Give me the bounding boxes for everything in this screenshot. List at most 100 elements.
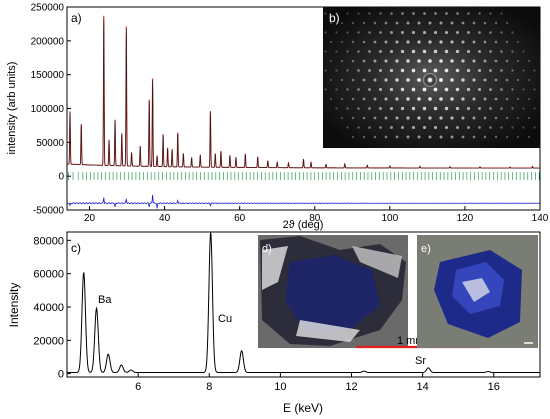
diffraction-spot [340, 97, 344, 101]
diffraction-spot [466, 106, 471, 111]
diffraction-spot [351, 59, 355, 63]
diffraction-spot [406, 135, 410, 139]
diffraction-spot [489, 69, 492, 72]
diffraction-spot [494, 116, 498, 120]
diffraction-spot [527, 97, 531, 101]
diffraction-spot [368, 88, 371, 91]
diffraction-spot [324, 31, 327, 34]
diffraction-spot [362, 40, 366, 44]
y-tick-label: 0 [58, 369, 64, 381]
diffraction-spot [411, 106, 416, 111]
diffraction-spot [444, 87, 449, 92]
diffraction-spot [373, 116, 377, 120]
diffraction-spot [433, 68, 438, 73]
diffraction-spot [494, 21, 498, 25]
diffraction-spot [455, 68, 460, 73]
diffraction-spot [324, 69, 327, 72]
eds-spectrum-line [67, 232, 540, 373]
diffraction-spot [346, 12, 349, 15]
diffraction-spot [500, 12, 503, 15]
diffraction-spot [411, 87, 416, 92]
diffraction-spot [406, 59, 410, 63]
diffraction-spot [417, 78, 421, 82]
panel-a-ylabel: intensity (arb units) [6, 62, 18, 155]
diffraction-spot [390, 12, 393, 15]
diffraction-spot [472, 59, 476, 63]
diffraction-spot [384, 116, 388, 120]
diffraction-spot [384, 78, 388, 82]
diffraction-spot [395, 97, 399, 101]
diffraction-spot [357, 88, 360, 91]
diffraction-spot [527, 135, 531, 139]
diffraction-spot [477, 68, 482, 73]
diffraction-spot [395, 78, 399, 82]
blue-domain-d [285, 255, 380, 332]
diffraction-spot [340, 78, 344, 82]
diffraction-spot [505, 116, 509, 120]
y-tick-label: 250000 [31, 3, 65, 14]
diffraction-spot [406, 116, 410, 120]
y-tick-label: 100000 [31, 104, 65, 115]
diffraction-spot [489, 50, 492, 53]
diffraction-spot [450, 97, 454, 101]
y-tick-label: 150000 [31, 70, 65, 81]
diffraction-spot [362, 135, 366, 139]
diffraction-spot [511, 126, 514, 129]
panel-a-label: a) [71, 11, 82, 25]
diffraction-spot [411, 125, 416, 130]
diffraction-spot [439, 135, 443, 139]
diffraction-spot [417, 40, 421, 44]
diffraction-spot [511, 88, 514, 91]
diffraction-spot [483, 40, 487, 44]
diffraction-spot [439, 59, 443, 63]
bright-region-d-bottom [296, 320, 360, 342]
diffraction-spot [472, 40, 476, 44]
diffraction-spot [368, 126, 371, 129]
diffraction-spot [467, 12, 470, 15]
diffraction-spot [511, 107, 514, 110]
panel-c-xlabel: E (keV) [283, 401, 323, 415]
diffraction-spot [472, 97, 476, 101]
diffraction-spot [461, 21, 465, 25]
diffraction-spot [423, 12, 426, 15]
diffraction-spot [527, 59, 531, 63]
panel-e-label: e) [421, 243, 431, 255]
micrograph-d: d) 1 mm [258, 235, 480, 349]
diffraction-spot [433, 49, 438, 54]
diffraction-spot [478, 12, 481, 15]
diffraction-spot [351, 116, 355, 120]
diffraction-spot [511, 31, 514, 34]
bright-region-d-left [262, 246, 288, 290]
diffraction-spot [395, 40, 399, 44]
diffraction-spot [368, 31, 371, 34]
diffraction-spot [467, 126, 470, 129]
diffraction-spot [433, 106, 438, 111]
diffraction-spot [461, 97, 465, 101]
diffraction-spot [340, 59, 344, 63]
diffraction-spot [500, 69, 503, 72]
diffraction-spot [357, 107, 360, 110]
diffraction-spot [439, 78, 443, 82]
diffraction-spot [406, 40, 410, 44]
diffraction-spot [527, 116, 531, 120]
diffraction-spot [357, 50, 360, 53]
x-tick-label: 10 [274, 381, 286, 393]
diffraction-spot [384, 135, 388, 139]
diffraction-spot [346, 31, 349, 34]
diffraction-spot [390, 31, 393, 34]
diffraction-spot [428, 21, 432, 25]
diffraction-spot [505, 21, 509, 25]
diffraction-spot [483, 135, 487, 139]
diffraction-spot [434, 12, 437, 15]
diffraction-spot [494, 59, 498, 63]
diffraction-spot [533, 69, 536, 72]
diffraction-spot [389, 49, 394, 54]
calculated-pattern-line [66, 18, 540, 169]
diffraction-spot [483, 78, 487, 82]
diffraction-spot [351, 97, 355, 101]
diffraction-spot [379, 50, 382, 53]
panel-a-y-ticks: 250000 200000 150000 100000 50000 0 -50000 [31, 3, 71, 217]
y-tick-label: 40000 [33, 302, 64, 314]
panel-c-x-ticks: 6 8 10 12 14 16 [135, 373, 500, 393]
x-tick-label: 140 [532, 213, 549, 224]
